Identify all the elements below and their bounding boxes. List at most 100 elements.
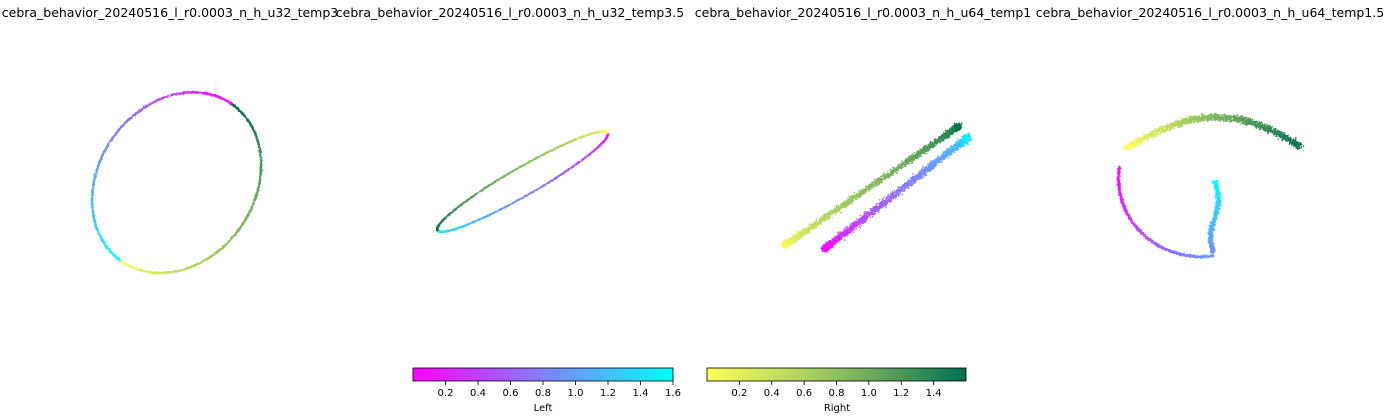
scatter-point: [168, 272, 170, 274]
scatter-point: [93, 176, 95, 178]
scatter-point: [200, 91, 202, 93]
scatter-point: [190, 91, 192, 93]
scatter-point: [453, 228, 455, 230]
scatter-point: [167, 95, 169, 97]
scatter-point: [94, 179, 96, 181]
scatter-point: [90, 190, 93, 192]
scatter-point: [93, 181, 95, 184]
scatter-point: [259, 148, 261, 150]
scatter-point: [239, 110, 241, 113]
scatter-point: [93, 214, 95, 216]
scatter-point: [111, 138, 114, 140]
scatter-point: [129, 118, 131, 120]
scatter-point: [214, 94, 216, 96]
scatter-point: [92, 215, 95, 217]
scatter-point: [99, 234, 101, 237]
scatter-point: [90, 203, 93, 206]
scatter-point: [517, 199, 519, 201]
scatter-point: [253, 200, 255, 202]
scatter-point: [102, 151, 104, 153]
scatter-point: [158, 99, 160, 101]
scatter-point: [92, 211, 95, 213]
scatter-point: [564, 171, 566, 173]
scatter-point: [91, 199, 93, 201]
scatter-point: [557, 175, 559, 178]
scatter-point: [150, 102, 152, 105]
scatter-point: [485, 215, 487, 217]
scatter-point: [201, 92, 204, 95]
scatter-point: [582, 135, 584, 137]
scatter-point: [92, 212, 95, 214]
scatter-point: [122, 125, 124, 127]
scatter-point: [92, 192, 94, 194]
scatter-point: [151, 272, 153, 274]
scatter-point: [244, 220, 246, 222]
scatter-point: [446, 230, 448, 232]
scatter-point: [218, 249, 220, 251]
scatter-point: [183, 93, 185, 95]
scatter-point: [95, 175, 98, 177]
scatter-point: [514, 168, 516, 171]
scatter-point: [571, 167, 573, 169]
scatter-point: [220, 248, 222, 250]
scatter-point: [164, 95, 166, 98]
scatter-point: [564, 143, 566, 145]
scatter-point: [130, 265, 132, 267]
scatter-point: [230, 102, 233, 104]
scatter-point: [178, 93, 180, 95]
scatter-point: [238, 229, 241, 231]
scatter-point: [104, 241, 106, 243]
scatter-point: [229, 239, 231, 241]
scatter-point: [529, 192, 531, 194]
scatter-point: [97, 229, 99, 231]
scatter-point: [229, 104, 232, 106]
scatter-point: [145, 104, 147, 107]
scatter-point: [96, 165, 99, 167]
scatter-point: [190, 265, 192, 268]
scatter-point: [131, 117, 133, 119]
scatter-point: [105, 147, 107, 149]
scatter-point: [101, 237, 103, 239]
scatter-point: [156, 99, 158, 101]
scatter-point: [249, 122, 251, 124]
scatter-point: [444, 230, 446, 232]
scatter-point: [584, 157, 586, 159]
scatter-point: [540, 154, 542, 156]
scatter-point: [219, 248, 221, 250]
scatter-point: [559, 146, 561, 148]
scatter-point: [110, 251, 112, 254]
scatter-point: [456, 227, 458, 229]
scatter-point: [223, 246, 225, 248]
scatter-point: [92, 195, 94, 197]
scatter-point: [210, 254, 212, 256]
scatter-point: [102, 153, 104, 155]
scatter-point: [245, 216, 247, 218]
scatter-point: [92, 205, 94, 207]
scatter-point: [260, 159, 262, 162]
scatter-point: [573, 164, 575, 167]
scatter-point: [180, 269, 182, 271]
scatter-point: [234, 104, 236, 107]
scatter-point: [108, 250, 110, 252]
scatter-point: [259, 179, 261, 181]
scatter-point: [194, 91, 196, 93]
scatter-point: [145, 105, 147, 107]
scatter-point: [93, 177, 95, 179]
scatter-point: [591, 133, 593, 135]
scatter-point: [152, 101, 155, 104]
scatter-point: [508, 204, 510, 207]
scatter-point: [96, 169, 98, 172]
scatter-point: [111, 136, 113, 138]
scatter-point: [440, 230, 443, 233]
scatter-point: [112, 254, 114, 256]
scatter-point: [103, 244, 105, 246]
scatter-point: [106, 247, 109, 249]
scatter-point: [110, 139, 112, 142]
scatter-point: [260, 151, 262, 153]
scatter-point: [229, 102, 231, 104]
scatter-point: [123, 124, 125, 126]
scatter-point: [257, 143, 259, 145]
scatter-point: [484, 187, 486, 189]
scatter-point: [141, 108, 143, 110]
